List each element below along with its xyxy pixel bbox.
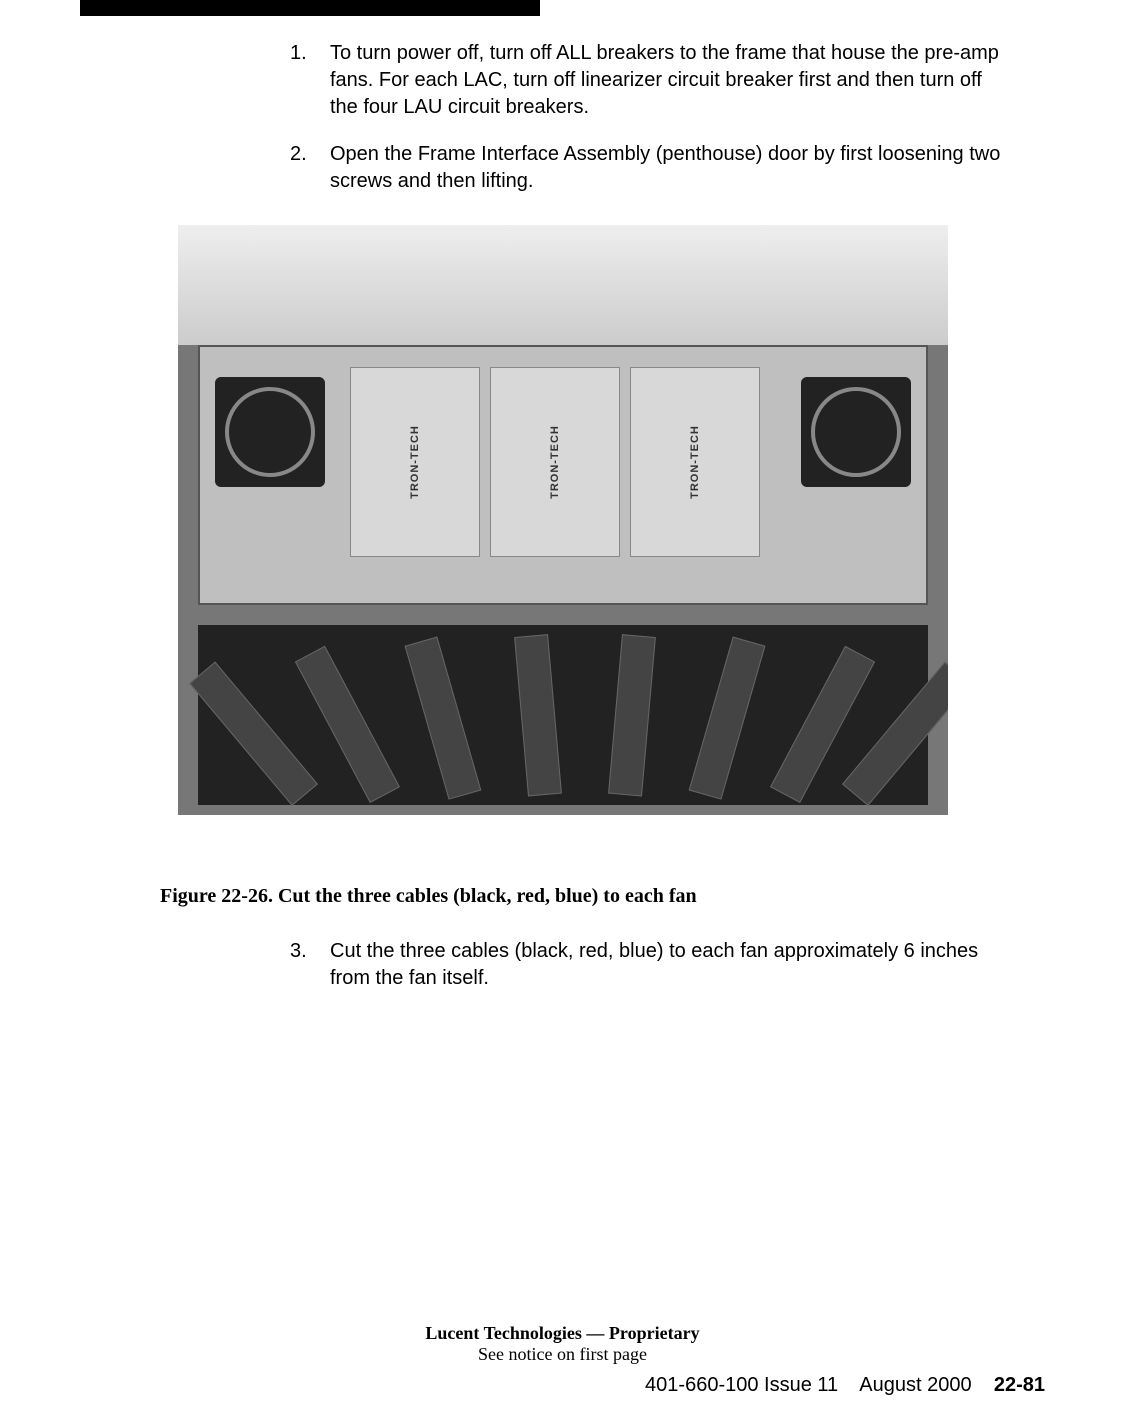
list-number: 3. — [290, 938, 330, 992]
list-text: To turn power off, turn off ALL breakers… — [330, 40, 1005, 121]
module-label: TRON-TECH — [689, 425, 701, 499]
footer-proprietary: Lucent Technologies — Proprietary — [0, 1323, 1125, 1344]
fan-icon — [801, 377, 911, 487]
page-number: 22-81 — [994, 1374, 1045, 1396]
list-text: Open the Frame Interface Assembly (penth… — [330, 141, 1005, 195]
list-number: 2. — [290, 141, 330, 195]
blade — [608, 634, 656, 796]
step-list-bottom: 3. Cut the three cables (black, red, blu… — [290, 938, 1005, 992]
list-item: 3. Cut the three cables (black, red, blu… — [290, 938, 1005, 992]
figure-caption: Figure 22-26. Cut the three cables (blac… — [160, 885, 1045, 908]
list-item: 1. To turn power off, turn off ALL break… — [290, 40, 1005, 121]
module: TRON-TECH — [350, 367, 480, 557]
doc-date: August 2000 — [859, 1374, 971, 1396]
photo-region-bottom — [198, 625, 928, 805]
footer-notice: See notice on first page — [0, 1344, 1125, 1365]
photo-region-shelf: TRON-TECH TRON-TECH TRON-TECH — [198, 345, 928, 605]
page: 1. To turn power off, turn off ALL break… — [0, 0, 1125, 1405]
blade — [514, 634, 562, 796]
module: TRON-TECH — [630, 367, 760, 557]
content-area: 1. To turn power off, turn off ALL break… — [80, 0, 1045, 992]
doc-id: 401-660-100 Issue 11 — [645, 1374, 838, 1396]
footer: Lucent Technologies — Proprietary See no… — [0, 1323, 1125, 1365]
module-label: TRON-TECH — [409, 425, 421, 499]
blade — [688, 637, 765, 800]
figure-photo: TRON-TECH TRON-TECH TRON-TECH — [178, 225, 948, 815]
blade — [189, 662, 318, 806]
page-footer-right: 401-660-100 Issue 11 August 2000 22-81 — [645, 1374, 1045, 1405]
list-item: 2. Open the Frame Interface Assembly (pe… — [290, 141, 1005, 195]
list-number: 1. — [290, 40, 330, 121]
list-text: Cut the three cables (black, red, blue) … — [330, 938, 1005, 992]
blade — [404, 637, 481, 800]
fan-icon — [215, 377, 325, 487]
header-rule — [80, 0, 540, 16]
module-label: TRON-TECH — [549, 425, 561, 499]
module: TRON-TECH — [490, 367, 620, 557]
photo-region-top — [178, 225, 948, 345]
step-list-top: 1. To turn power off, turn off ALL break… — [290, 40, 1005, 195]
